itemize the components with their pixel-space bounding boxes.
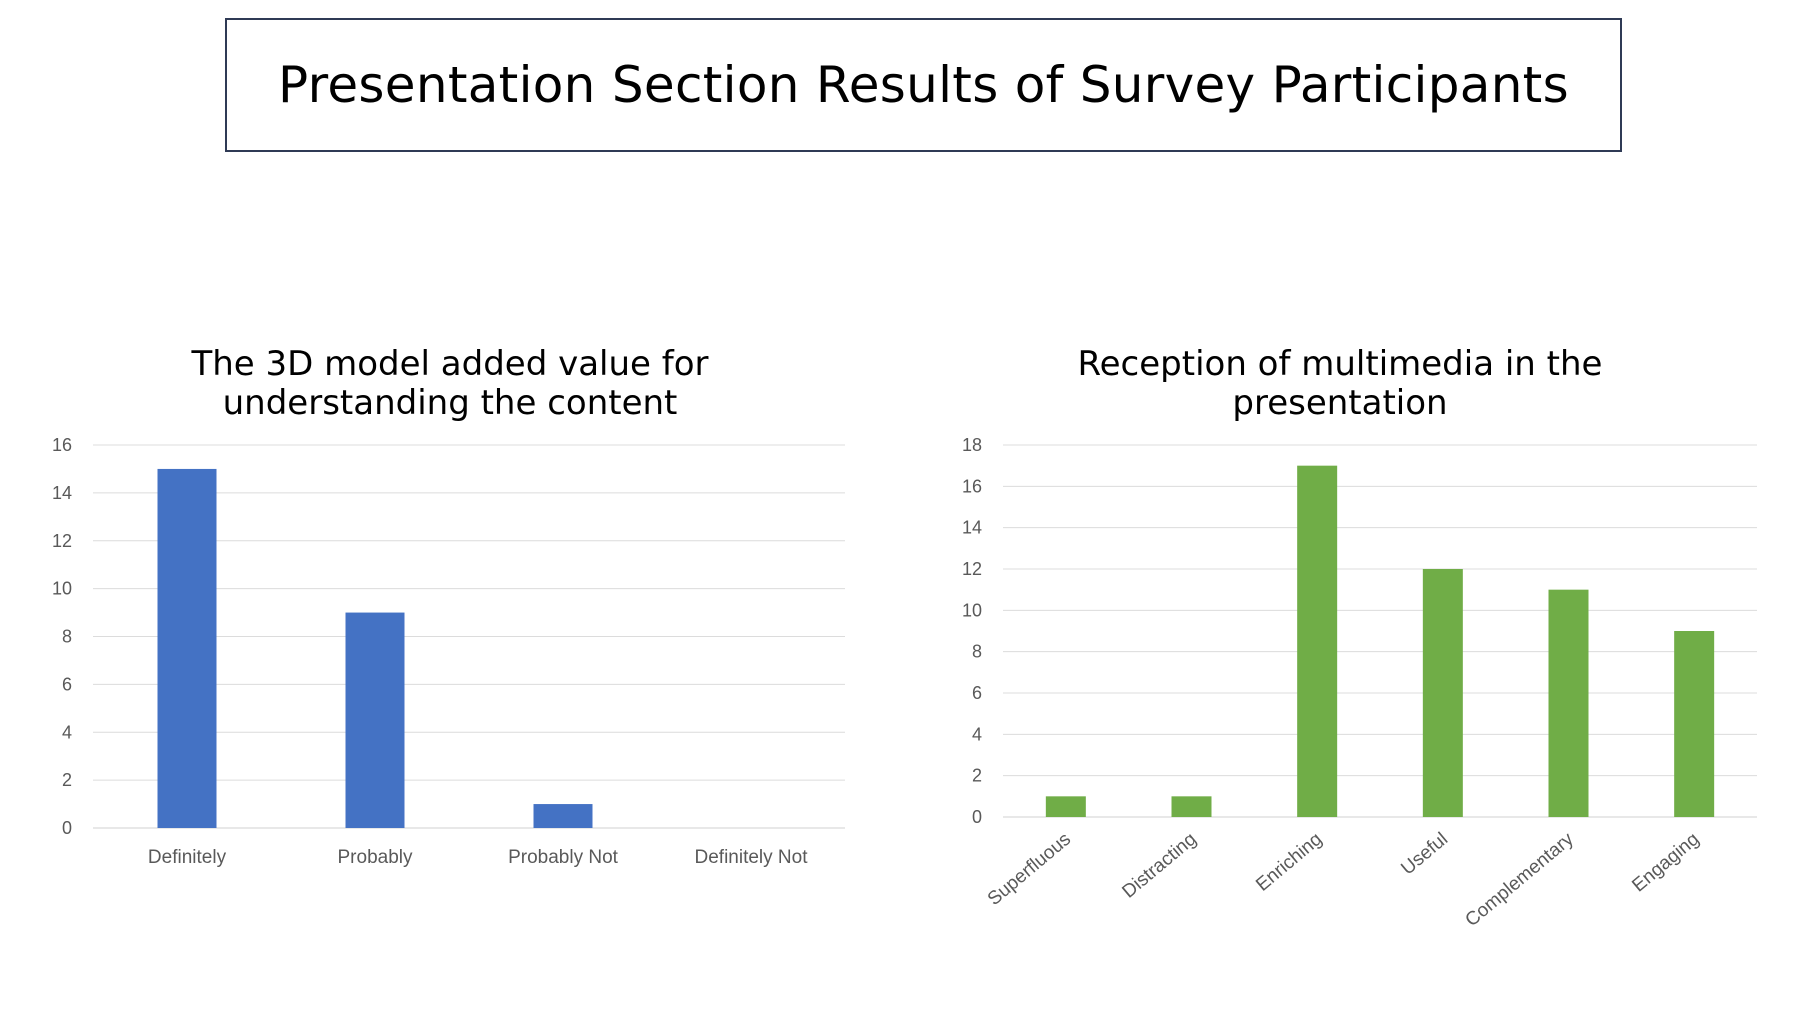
bar-complementary <box>1548 589 1589 817</box>
chart-title: The 3D model added value for understandi… <box>0 345 900 423</box>
y-tick-label: 12 <box>962 559 982 579</box>
y-tick-label: 2 <box>62 770 72 790</box>
x-tick-label: Enriching <box>1252 829 1326 896</box>
chart-3d-model-value: The 3D model added value for understandi… <box>0 345 870 985</box>
bar-superfluous <box>1045 796 1086 817</box>
chart-title-line-2: understanding the content <box>222 383 678 423</box>
y-tick-label: 2 <box>972 766 982 786</box>
x-tick-label: Distracting <box>1118 829 1200 903</box>
chart-title-line-1: The 3D model added value for <box>191 344 709 384</box>
y-tick-label: 6 <box>972 683 982 703</box>
x-tick-label: Useful <box>1397 829 1452 880</box>
y-tick-label: 14 <box>52 483 72 503</box>
y-tick-label: 4 <box>62 722 72 742</box>
x-tick-label: Probably Not <box>508 847 619 868</box>
chart-3d-model-svg: 0 2 4 6 8 10 12 14 16 Definitely Probably Probably … <box>52 435 845 868</box>
bar-probably <box>345 612 405 828</box>
x-tick-label: Probably <box>338 847 413 868</box>
x-tick-label: Definitely Not <box>695 847 809 868</box>
chart-title-line-1: Reception of multimedia in the <box>1077 344 1603 384</box>
chart-multimedia-reception: Reception of multimedia in the presentat… <box>900 345 1780 985</box>
y-tick-label: 0 <box>62 818 72 838</box>
x-tick-label: Superfluous <box>984 829 1075 910</box>
y-tick-label: 16 <box>52 435 72 455</box>
y-tick-label: 0 <box>972 807 982 827</box>
chart-title: Reception of multimedia in the presentat… <box>900 345 1780 423</box>
bar-definitely <box>157 468 217 828</box>
y-tick-label: 12 <box>52 531 72 551</box>
y-tick-label: 4 <box>972 724 982 744</box>
bar-probably-not <box>533 804 593 828</box>
bar-engaging <box>1674 631 1715 817</box>
bar-enriching <box>1297 465 1338 817</box>
x-tick-label: Definitely <box>148 847 227 868</box>
y-tick-label: 10 <box>52 579 72 599</box>
page-title: Presentation Section Results of Survey P… <box>278 56 1569 114</box>
x-tick-label: Engaging <box>1628 829 1703 897</box>
y-tick-label: 14 <box>962 518 982 538</box>
y-tick-label: 8 <box>62 627 72 647</box>
chart-multimedia-svg: 0 2 4 6 8 10 12 14 16 18 Superfluous Distracting Enr… <box>962 435 1757 931</box>
y-tick-label: 10 <box>962 600 982 620</box>
y-tick-label: 6 <box>62 674 72 694</box>
bar-distracting <box>1171 796 1212 817</box>
y-tick-label: 8 <box>972 642 982 662</box>
x-tick-label: Complementary <box>1461 828 1578 931</box>
chart-title-line-2: presentation <box>1232 383 1448 423</box>
y-tick-label: 16 <box>962 476 982 496</box>
bar-useful <box>1422 569 1463 817</box>
y-tick-label: 18 <box>962 435 982 455</box>
page-title-box: Presentation Section Results of Survey P… <box>225 18 1622 152</box>
